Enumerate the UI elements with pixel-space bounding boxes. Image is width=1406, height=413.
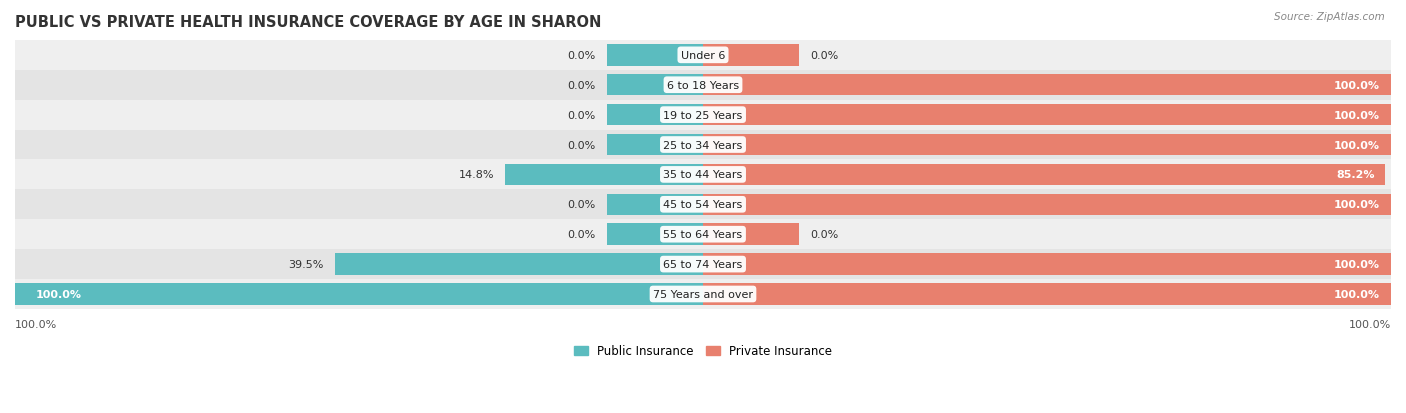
Bar bbox=[703, 284, 1391, 305]
Bar bbox=[703, 104, 1391, 126]
Bar bbox=[15, 41, 1391, 71]
Bar bbox=[703, 75, 1391, 96]
Bar bbox=[15, 190, 1391, 220]
Bar bbox=[606, 75, 703, 96]
Text: 0.0%: 0.0% bbox=[568, 51, 596, 61]
Text: Under 6: Under 6 bbox=[681, 51, 725, 61]
Bar bbox=[606, 194, 703, 216]
Text: 25 to 34 Years: 25 to 34 Years bbox=[664, 140, 742, 150]
Bar bbox=[15, 160, 1391, 190]
Bar bbox=[703, 134, 1391, 156]
Text: 75 Years and over: 75 Years and over bbox=[652, 289, 754, 299]
Text: 14.8%: 14.8% bbox=[458, 170, 494, 180]
Bar bbox=[703, 164, 1385, 186]
Bar bbox=[15, 220, 1391, 249]
Text: 100.0%: 100.0% bbox=[15, 320, 58, 330]
Text: 19 to 25 Years: 19 to 25 Years bbox=[664, 110, 742, 120]
Text: 35 to 44 Years: 35 to 44 Years bbox=[664, 170, 742, 180]
Bar bbox=[15, 71, 1391, 100]
Text: 100.0%: 100.0% bbox=[1334, 200, 1381, 210]
Text: 39.5%: 39.5% bbox=[288, 259, 323, 269]
Text: 0.0%: 0.0% bbox=[568, 110, 596, 120]
Text: 100.0%: 100.0% bbox=[1334, 140, 1381, 150]
Text: 100.0%: 100.0% bbox=[1348, 320, 1391, 330]
Text: 0.0%: 0.0% bbox=[568, 140, 596, 150]
Bar bbox=[15, 130, 1391, 160]
Text: 0.0%: 0.0% bbox=[568, 200, 596, 210]
Bar bbox=[703, 45, 800, 66]
Text: Source: ZipAtlas.com: Source: ZipAtlas.com bbox=[1274, 12, 1385, 22]
Text: 65 to 74 Years: 65 to 74 Years bbox=[664, 259, 742, 269]
Text: PUBLIC VS PRIVATE HEALTH INSURANCE COVERAGE BY AGE IN SHARON: PUBLIC VS PRIVATE HEALTH INSURANCE COVER… bbox=[15, 15, 602, 30]
Text: 100.0%: 100.0% bbox=[35, 289, 82, 299]
Bar bbox=[15, 249, 1391, 279]
Bar bbox=[505, 164, 703, 186]
Text: 0.0%: 0.0% bbox=[568, 230, 596, 240]
Text: 100.0%: 100.0% bbox=[1334, 81, 1381, 90]
Bar bbox=[15, 100, 1391, 130]
Bar bbox=[606, 45, 703, 66]
Bar bbox=[15, 279, 1391, 309]
Text: 100.0%: 100.0% bbox=[1334, 259, 1381, 269]
Bar bbox=[606, 224, 703, 245]
Bar bbox=[606, 134, 703, 156]
Text: 6 to 18 Years: 6 to 18 Years bbox=[666, 81, 740, 90]
Legend: Public Insurance, Private Insurance: Public Insurance, Private Insurance bbox=[569, 340, 837, 362]
Text: 0.0%: 0.0% bbox=[810, 230, 838, 240]
Bar bbox=[703, 254, 1391, 275]
Text: 100.0%: 100.0% bbox=[1334, 289, 1381, 299]
Bar bbox=[703, 224, 800, 245]
Bar bbox=[606, 104, 703, 126]
Bar bbox=[15, 284, 703, 305]
Bar bbox=[703, 194, 1391, 216]
Text: 45 to 54 Years: 45 to 54 Years bbox=[664, 200, 742, 210]
Text: 0.0%: 0.0% bbox=[568, 81, 596, 90]
Text: 0.0%: 0.0% bbox=[810, 51, 838, 61]
Text: 55 to 64 Years: 55 to 64 Years bbox=[664, 230, 742, 240]
Text: 85.2%: 85.2% bbox=[1336, 170, 1375, 180]
Bar bbox=[335, 254, 703, 275]
Text: 100.0%: 100.0% bbox=[1334, 110, 1381, 120]
